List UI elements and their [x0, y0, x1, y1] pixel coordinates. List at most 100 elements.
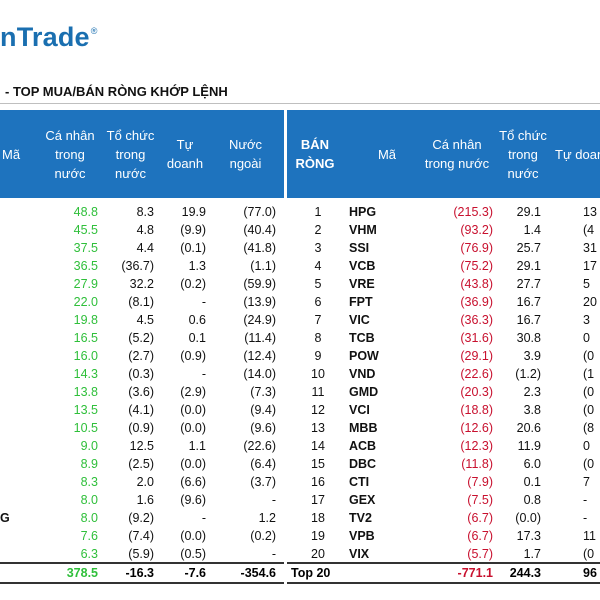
cell-foreign: (24.9): [243, 313, 276, 327]
header-institution: Tổ chức trong nước: [106, 127, 155, 181]
cell-individual: 22.0: [73, 295, 98, 309]
cell-proprietary: (0.0): [180, 457, 206, 471]
total-proprietary: 96: [583, 566, 597, 580]
table-row: 11 GMD (20.3) 2.3 (0: [287, 383, 600, 401]
cell-proprietary: (0: [583, 349, 595, 363]
table-row: 16.0 (2.7) (0.9) (12.4): [0, 347, 284, 365]
table-row: 6.3 (5.9) (0.5) -: [0, 545, 284, 563]
cell-individual: (5.7): [467, 547, 493, 561]
cell-individual: 37.5: [73, 241, 98, 255]
table-row: 5 VRE (43.8) 27.7 5: [287, 275, 600, 293]
cell-individual: 10.5: [73, 421, 98, 435]
cell-individual: 13.8: [73, 385, 98, 399]
cell-proprietary: 0: [583, 331, 590, 345]
cell-institution: 0.8: [523, 493, 541, 507]
cell-foreign: (1.1): [250, 259, 276, 273]
cell-institution: 6.0: [523, 457, 541, 471]
cell-institution: (36.7): [121, 259, 154, 273]
header-ticker: Mã: [2, 146, 21, 162]
cell-rank: 8: [314, 331, 322, 345]
cell-rank: 20: [311, 547, 325, 561]
cell-individual: 8.0: [80, 493, 98, 507]
cell-individual: (22.6): [460, 367, 493, 381]
cell-ticker: VPB: [349, 529, 375, 543]
cell-proprietary: (9.9): [180, 223, 206, 237]
cell-ticker: G: [0, 511, 10, 525]
cell-individual: (75.2): [460, 259, 493, 273]
table-row: 14.3 (0.3) - (14.0): [0, 365, 284, 383]
table-row: 13.5 (4.1) (0.0) (9.4): [0, 401, 284, 419]
table-row: 27.9 32.2 (0.2) (59.9): [0, 275, 284, 293]
table-row: 10 VND (22.6) (1.2) (1: [287, 365, 600, 383]
cell-individual: (18.8): [460, 403, 493, 417]
cell-ticker: VCB: [349, 259, 376, 273]
cell-proprietary: (1: [583, 367, 595, 381]
table-row: 9 POW (29.1) 3.9 (0: [287, 347, 600, 365]
table-row: 7 VIC (36.3) 16.7 3: [287, 311, 600, 329]
cell-ticker: VIX: [349, 547, 370, 561]
cell-proprietary: 0.1: [188, 331, 206, 345]
total-label: Top 20: [291, 566, 331, 580]
total-institution: -16.3: [125, 566, 155, 580]
cell-individual: 7.6: [80, 529, 98, 543]
header-individual: Cá nhân trong nước: [45, 127, 95, 181]
cell-proprietary: (0: [583, 385, 595, 399]
cell-institution: 0.1: [523, 475, 541, 489]
cell-ticker: VCI: [349, 403, 370, 417]
cell-ticker: POW: [349, 349, 379, 363]
table-row: 1 HPG (215.3) 29.1 13: [287, 203, 600, 221]
cell-proprietary: -: [201, 295, 206, 309]
cell-proprietary: (8: [583, 421, 595, 435]
table-row: 14 ACB (12.3) 11.9 0: [287, 437, 600, 455]
cell-proprietary: 31: [583, 241, 597, 255]
cell-individual: (215.3): [453, 205, 493, 219]
cell-institution: 2.3: [523, 385, 541, 399]
table-row: 22.0 (8.1) - (13.9): [0, 293, 284, 311]
cell-rank: 17: [311, 493, 325, 507]
cell-ticker: VRE: [349, 277, 375, 291]
cell-foreign: (59.9): [243, 277, 276, 291]
cell-individual: 13.5: [73, 403, 98, 417]
cell-institution: 30.8: [516, 331, 541, 345]
cell-rank: 18: [311, 511, 325, 525]
table-row: 10.5 (0.9) (0.0) (9.6): [0, 419, 284, 437]
report-title: - TOP MUA/BÁN RÒNG KHỚP LỆNH: [5, 84, 228, 99]
cell-foreign: (41.8): [243, 241, 276, 255]
cell-institution: 12.5: [129, 439, 154, 453]
cell-proprietary: 19.9: [181, 205, 206, 219]
cell-foreign: 1.2: [258, 511, 276, 525]
table-row: 20 VIX (5.7) 1.7 (0: [287, 545, 600, 563]
cell-individual: (36.9): [460, 295, 493, 309]
table-row: 16.5 (5.2) 0.1 (11.4): [0, 329, 284, 347]
brand-logo: nTrade®: [0, 22, 98, 52]
table-row: 13.8 (3.6) (2.9) (7.3): [0, 383, 284, 401]
cell-proprietary: (0.0): [180, 403, 206, 417]
cell-rank: 15: [311, 457, 325, 471]
cell-proprietary: (4: [583, 223, 595, 237]
cell-institution: 27.7: [516, 277, 541, 291]
table-row: 13 MBB (12.6) 20.6 (8: [287, 419, 600, 437]
cell-institution: 16.7: [516, 295, 541, 309]
cell-individual: (12.3): [460, 439, 493, 453]
cell-foreign: -: [271, 547, 276, 561]
cell-proprietary: (0.5): [180, 547, 206, 561]
table-row: G 8.0 (9.2) - 1.2: [0, 509, 284, 527]
cell-individual: 36.5: [73, 259, 98, 273]
cell-rank: 4: [314, 259, 322, 273]
cell-individual: 14.3: [73, 367, 98, 381]
cell-ticker: TCB: [349, 331, 375, 345]
cell-individual: 19.8: [73, 313, 98, 327]
cell-rank: 11: [311, 385, 325, 399]
cell-institution: 17.3: [516, 529, 541, 543]
table-row: 6 FPT (36.9) 16.7 20: [287, 293, 600, 311]
cell-foreign: (14.0): [243, 367, 276, 381]
cell-institution: 1.7: [523, 547, 541, 561]
cell-institution: 20.6: [516, 421, 541, 435]
cell-rank: 10: [311, 367, 325, 381]
cell-individual: 8.9: [80, 457, 98, 471]
cell-proprietary: 17: [583, 259, 597, 273]
cell-institution: 2.0: [136, 475, 154, 489]
cell-proprietary: 0.6: [188, 313, 206, 327]
cell-individual: 8.0: [80, 511, 98, 525]
header-individual: Cá nhân trong nước: [424, 137, 490, 171]
